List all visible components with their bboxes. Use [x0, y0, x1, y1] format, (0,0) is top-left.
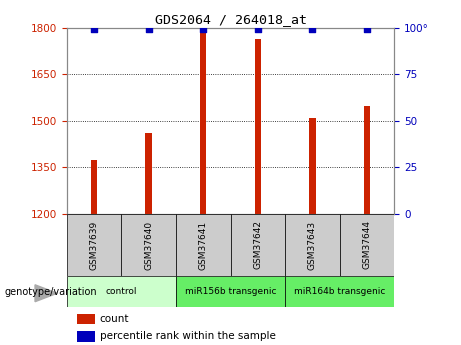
- Polygon shape: [35, 285, 57, 302]
- Bar: [364, 106, 370, 214]
- Point: [90, 27, 98, 32]
- Point: [254, 27, 261, 32]
- Bar: [77, 331, 95, 342]
- Text: GSM37641: GSM37641: [199, 220, 208, 269]
- Bar: [254, 39, 261, 214]
- Text: GSM37643: GSM37643: [308, 220, 317, 269]
- Point: [200, 27, 207, 32]
- Text: miR164b transgenic: miR164b transgenic: [294, 287, 385, 296]
- Bar: [340, 214, 394, 276]
- Text: miR156b transgenic: miR156b transgenic: [185, 287, 276, 296]
- Text: count: count: [100, 314, 129, 324]
- Bar: [176, 276, 285, 307]
- Text: control: control: [106, 287, 137, 296]
- Text: GSM37639: GSM37639: [89, 220, 99, 269]
- Bar: [285, 214, 340, 276]
- Bar: [230, 214, 285, 276]
- Bar: [91, 159, 97, 214]
- Point: [308, 27, 316, 32]
- Title: GDS2064 / 264018_at: GDS2064 / 264018_at: [154, 13, 307, 27]
- Bar: [285, 276, 394, 307]
- Bar: [200, 30, 207, 214]
- Text: GSM37642: GSM37642: [253, 220, 262, 269]
- Bar: [309, 118, 316, 214]
- Bar: [176, 214, 230, 276]
- Bar: [121, 214, 176, 276]
- Text: percentile rank within the sample: percentile rank within the sample: [100, 332, 276, 341]
- Bar: [67, 276, 176, 307]
- Bar: [77, 314, 95, 324]
- Text: GSM37644: GSM37644: [362, 220, 372, 269]
- Point: [363, 27, 371, 32]
- Bar: [67, 214, 121, 276]
- Text: GSM37640: GSM37640: [144, 220, 153, 269]
- Point: [145, 27, 152, 32]
- Bar: [145, 132, 152, 214]
- Text: genotype/variation: genotype/variation: [5, 287, 97, 296]
